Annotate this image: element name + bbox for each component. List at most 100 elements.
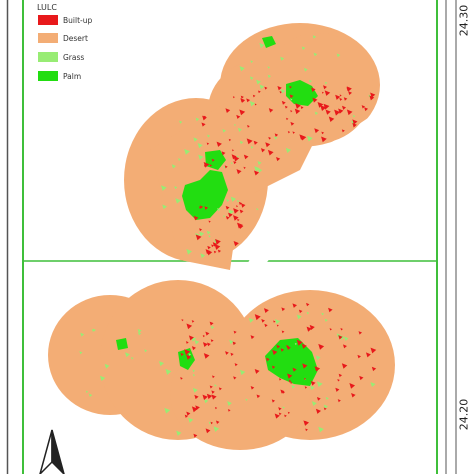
- grass-spot: [171, 164, 176, 169]
- built-up-spot: [303, 377, 307, 381]
- grass-spot: [178, 158, 181, 161]
- grass-spot: [352, 114, 356, 118]
- latitude-label-bottom: 24.20: [457, 398, 471, 431]
- grass-spot: [339, 335, 345, 340]
- grass-spot: [294, 342, 298, 346]
- built-up-spot: [341, 129, 345, 133]
- grass-spot: [223, 215, 226, 218]
- built-up-spot: [323, 85, 327, 90]
- built-up-spot: [184, 414, 188, 418]
- grass-spot: [239, 369, 246, 376]
- built-up-spot: [266, 357, 270, 362]
- grass-spot: [158, 361, 164, 367]
- grass-spot: [100, 375, 106, 381]
- built-up-spot: [210, 421, 213, 425]
- grass-spot: [313, 52, 318, 57]
- built-up-spot: [181, 319, 184, 322]
- palm-patch: [178, 348, 195, 370]
- built-up-spot: [361, 105, 366, 109]
- grass-spot: [208, 421, 212, 425]
- grass-spot: [249, 101, 256, 107]
- grass-spot: [310, 385, 315, 391]
- built-up-spot: [302, 363, 308, 369]
- built-up-spot: [239, 209, 244, 214]
- built-up-spot: [317, 101, 324, 108]
- built-up-spot: [292, 303, 298, 308]
- built-up-spot: [256, 394, 261, 399]
- grass-spot: [206, 230, 211, 235]
- grass-spot: [370, 382, 376, 388]
- built-up-spot: [233, 208, 239, 214]
- grass-spot: [316, 381, 323, 388]
- built-up-spot: [310, 380, 316, 386]
- grass-spot: [230, 196, 237, 202]
- built-up-patches: [180, 85, 377, 438]
- built-up-spot: [254, 103, 257, 106]
- grass-spot: [324, 81, 328, 85]
- built-up-spot: [201, 122, 206, 127]
- built-up-spot: [369, 95, 375, 101]
- palm-patch: [116, 338, 128, 350]
- built-up-spot: [328, 116, 335, 123]
- legend-item-palm: Palm: [38, 69, 81, 83]
- upper-cut: [240, 110, 380, 275]
- built-up-spot: [211, 158, 215, 162]
- built-up-spot: [340, 327, 343, 331]
- built-up-spot: [292, 131, 296, 134]
- built-up-spot: [365, 352, 371, 358]
- built-up-spot: [334, 109, 341, 116]
- built-up-spot: [364, 107, 369, 112]
- grass-spot: [194, 339, 200, 345]
- built-up-spot: [199, 205, 204, 209]
- built-up-spot: [351, 393, 356, 398]
- grass-spot: [274, 136, 278, 140]
- grass-spot: [188, 353, 192, 356]
- built-up-spot: [338, 373, 343, 378]
- grass-spot: [306, 135, 313, 142]
- built-up-spot: [202, 394, 208, 400]
- built-up-spot: [254, 368, 260, 374]
- grass-spot: [237, 127, 242, 132]
- built-up-spot: [211, 244, 214, 248]
- grass-spot: [318, 426, 324, 433]
- grass-spot: [188, 417, 194, 423]
- built-up-spot: [325, 109, 331, 115]
- built-up-spot: [211, 394, 217, 400]
- built-up-spot: [252, 94, 256, 98]
- grass-spot: [324, 318, 328, 322]
- built-up-spot: [301, 343, 307, 349]
- built-up-spot: [296, 339, 303, 346]
- grass-spot: [323, 404, 328, 409]
- swatch-desert: [38, 33, 58, 43]
- built-up-spot: [239, 109, 246, 116]
- built-up-spot: [233, 330, 237, 334]
- grass-spot: [245, 398, 248, 402]
- built-up-spot: [228, 212, 233, 217]
- built-up-spot: [225, 205, 230, 210]
- built-up-spot: [349, 383, 356, 389]
- grass-spot: [137, 328, 142, 333]
- grass-spot: [144, 349, 148, 353]
- built-up-spot: [254, 170, 260, 176]
- built-up-spot: [205, 428, 211, 434]
- grass-spot: [208, 235, 211, 238]
- built-up-spot: [314, 128, 320, 134]
- grass-spot: [259, 84, 265, 90]
- grass-spot: [267, 74, 272, 78]
- grass-spot: [104, 363, 110, 369]
- built-up-spot: [316, 396, 321, 401]
- built-up-spot: [295, 103, 301, 109]
- built-up-spot: [234, 363, 238, 367]
- built-up-spot: [359, 375, 364, 381]
- grass-spot: [249, 76, 254, 80]
- built-up-spot: [191, 406, 198, 413]
- legend-label-grass: Grass: [63, 52, 85, 62]
- grass-spot: [296, 314, 302, 320]
- built-up-spot: [191, 320, 195, 323]
- grass-spot: [79, 351, 83, 355]
- grass-spot: [137, 332, 142, 336]
- legend-label-palm: Palm: [63, 71, 82, 81]
- grass-spot: [207, 134, 211, 138]
- built-up-spot: [209, 164, 213, 167]
- built-up-spot: [214, 244, 221, 250]
